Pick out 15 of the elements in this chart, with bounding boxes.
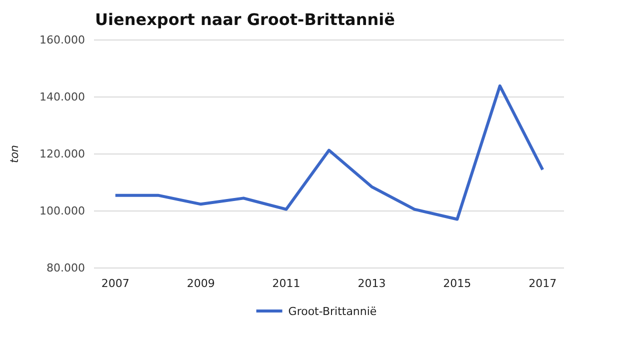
- x-tick-label: 2013: [358, 276, 386, 290]
- y-tick-label: 100.000: [40, 204, 85, 218]
- legend-label: Groot-Brittannië: [288, 305, 377, 318]
- x-tick-label: 2007: [101, 276, 130, 290]
- x-tick-label: 2011: [272, 276, 300, 290]
- line-series: [114, 84, 544, 221]
- x-tick-label: 2009: [186, 276, 215, 290]
- y-tick-label: 120.000: [40, 148, 85, 161]
- x-tick-label: 2017: [528, 276, 557, 290]
- x-tick-label: 2015: [443, 276, 472, 290]
- y-tick-label: 140.000: [40, 90, 85, 104]
- y-tick-label: 80.000: [46, 262, 85, 275]
- chart-title: Uienexport naar Groot-Brittannië: [95, 10, 396, 29]
- y-axis-title: ton: [8, 144, 21, 164]
- y-tick-label: 160.000: [40, 34, 85, 47]
